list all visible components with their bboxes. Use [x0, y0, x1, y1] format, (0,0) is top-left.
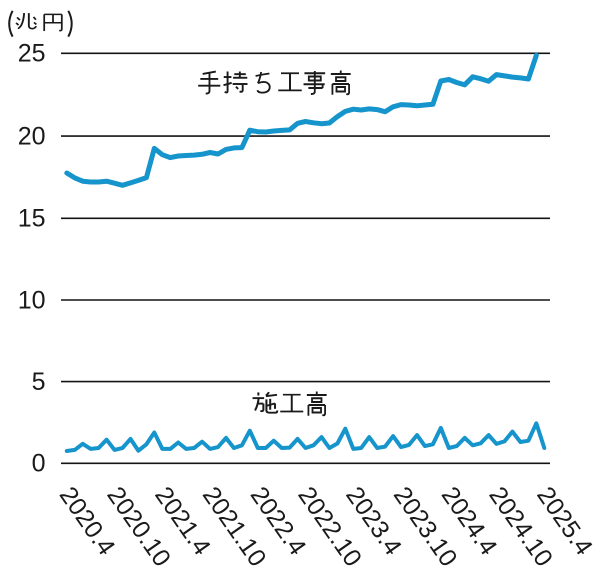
svg-text:20: 20	[18, 123, 46, 151]
svg-text:5: 5	[32, 368, 46, 396]
svg-text:25: 25	[18, 40, 46, 68]
svg-text:0: 0	[32, 450, 46, 478]
svg-text:15: 15	[18, 205, 46, 233]
svg-text:10: 10	[18, 286, 46, 314]
